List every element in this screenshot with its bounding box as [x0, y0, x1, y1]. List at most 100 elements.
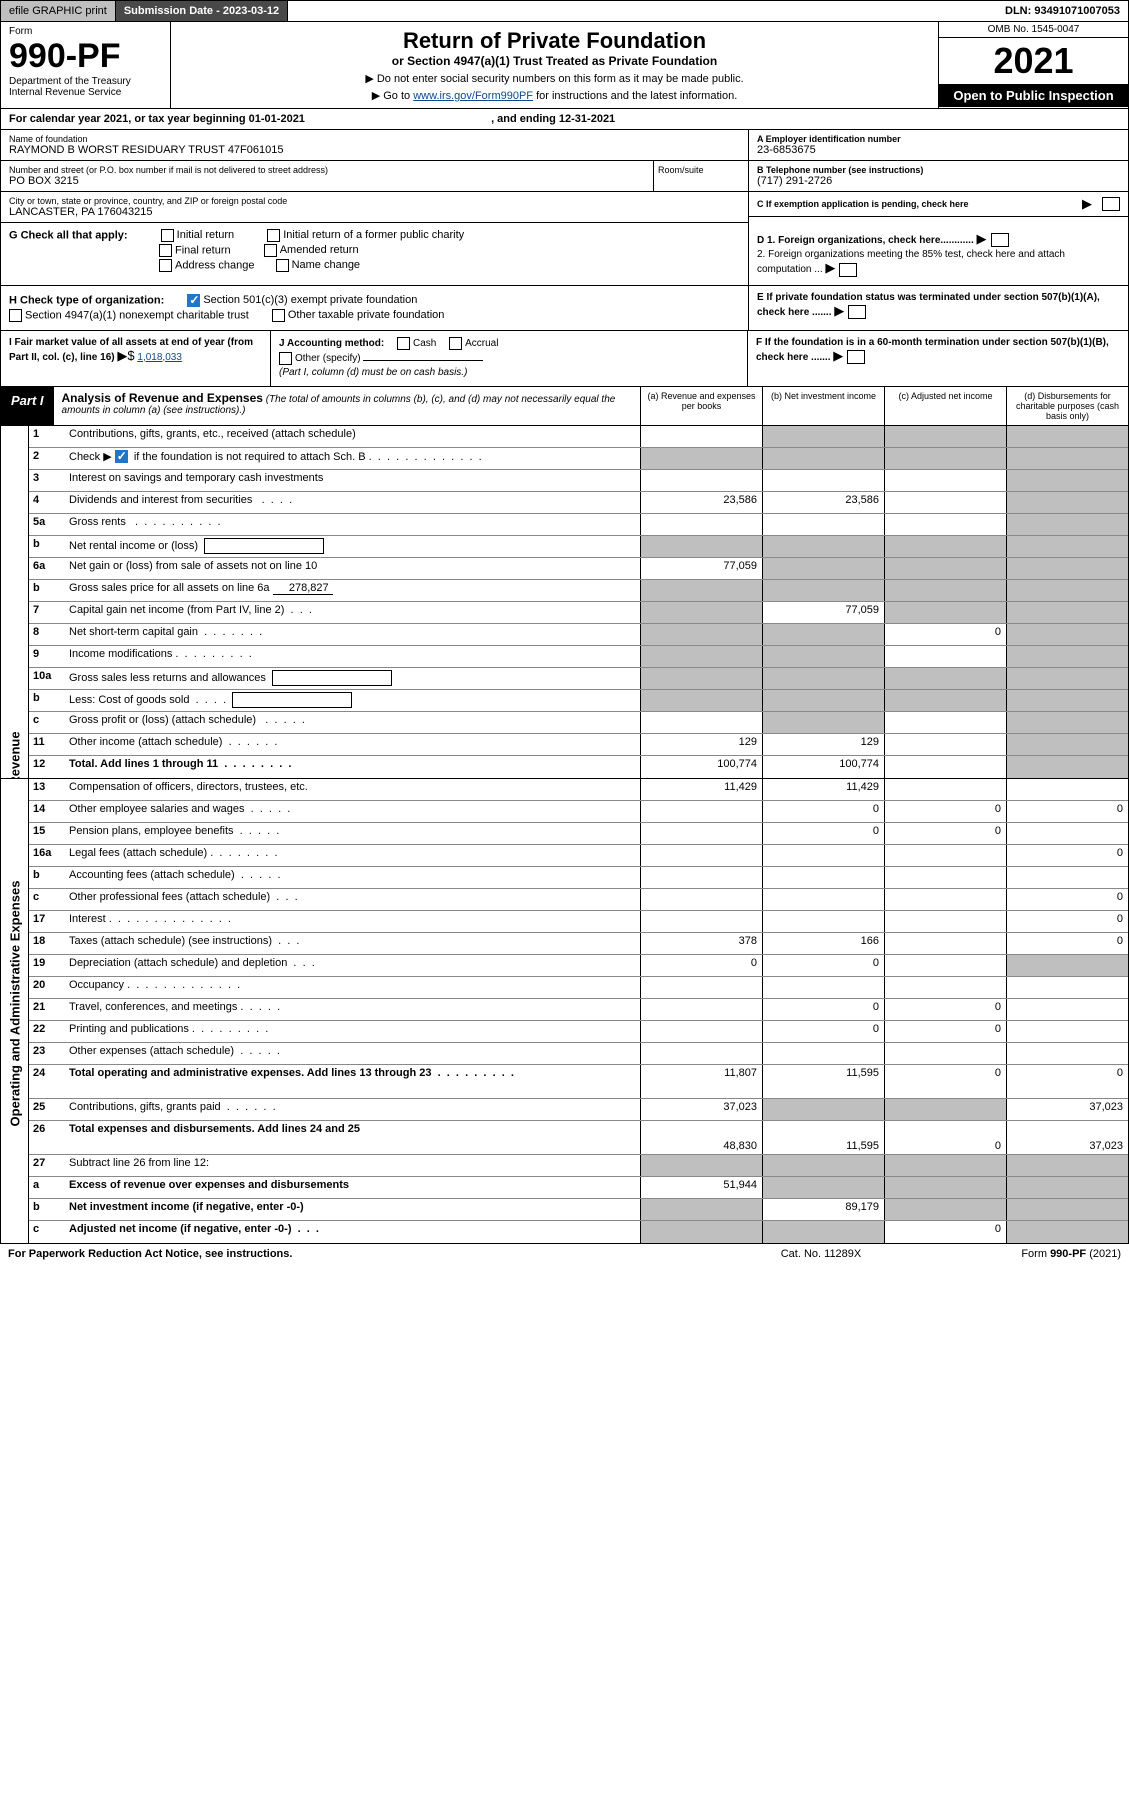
line-3: Interest on savings and temporary cash i… — [65, 470, 640, 491]
address-cell: Number and street (or P.O. box number if… — [1, 161, 748, 192]
e-checkbox[interactable] — [848, 305, 866, 319]
line-13: Compensation of officers, directors, tru… — [65, 779, 640, 800]
line-4: Dividends and interest from securities .… — [65, 492, 640, 513]
f-checkbox[interactable] — [847, 350, 865, 364]
line-5b: Net rental income or (loss) — [65, 536, 640, 557]
form-header: Form 990-PF Department of the Treasury I… — [0, 22, 1129, 109]
line-16a: Legal fees (attach schedule) . . . . . .… — [65, 845, 640, 866]
f-cell: F If the foundation is in a 60-month ter… — [748, 331, 1128, 386]
h-label: H Check type of organization: — [9, 294, 164, 306]
i-cell: I Fair market value of all assets at end… — [1, 331, 271, 386]
name-change-checkbox[interactable] — [276, 259, 289, 272]
line-7: Capital gain net income (from Part IV, l… — [65, 602, 640, 623]
e-row: E If private foundation status was termi… — [748, 286, 1128, 330]
revenue-vlabel: Revenue — [7, 731, 22, 785]
col-a-header: (a) Revenue and expenses per books — [640, 387, 762, 425]
note-1: ▶ Do not enter social security numbers o… — [181, 72, 928, 85]
header-mid: Return of Private Foundation or Section … — [171, 22, 938, 108]
expense-vlabel: Operating and Administrative Expenses — [7, 880, 22, 1126]
line-5a: Gross rents . . . . . . . . . . — [65, 514, 640, 535]
efile-label[interactable]: efile GRAPHIC print — [1, 1, 116, 21]
initial-former-checkbox[interactable] — [267, 229, 280, 242]
line-10b: Less: Cost of goods sold . . . . — [65, 690, 640, 711]
line-26: Total expenses and disbursements. Add li… — [65, 1121, 640, 1154]
line-27b: Net investment income (if negative, ente… — [65, 1199, 640, 1220]
line-21: Travel, conferences, and meetings . . . … — [65, 999, 640, 1020]
line-9: Income modifications . . . . . . . . . — [65, 646, 640, 667]
info-block: Name of foundation RAYMOND B WORST RESID… — [0, 130, 1129, 223]
line-24: Total operating and administrative expen… — [65, 1065, 640, 1098]
form-link[interactable]: www.irs.gov/Form990PF — [413, 90, 533, 102]
header-right: OMB No. 1545-0047 2021 Open to Public In… — [938, 22, 1128, 108]
d1-checkbox[interactable] — [991, 233, 1009, 247]
foundation-name-cell: Name of foundation RAYMOND B WORST RESID… — [1, 130, 748, 161]
line-2: Check ▶ if the foundation is not require… — [65, 448, 640, 469]
501c3-checkbox[interactable] — [187, 294, 200, 307]
amended-return-checkbox[interactable] — [264, 244, 277, 257]
h-e-block: H Check type of organization: Section 50… — [0, 286, 1129, 331]
footer-left: For Paperwork Reduction Act Notice, see … — [8, 1248, 721, 1260]
line-1: Contributions, gifts, grants, etc., rece… — [65, 426, 640, 447]
i-j-f-block: I Fair market value of all assets at end… — [0, 331, 1129, 387]
revenue-section: Revenue 1Contributions, gifts, grants, e… — [0, 426, 1129, 779]
line-16c: Other professional fees (attach schedule… — [65, 889, 640, 910]
other-method-checkbox[interactable] — [279, 352, 292, 365]
department: Department of the Treasury Internal Reve… — [9, 76, 162, 98]
note-2: ▶ Go to www.irs.gov/Form990PF for instru… — [181, 89, 928, 102]
4947a1-checkbox[interactable] — [9, 309, 22, 322]
line-27a: Excess of revenue over expenses and disb… — [65, 1177, 640, 1198]
initial-return-checkbox[interactable] — [161, 229, 174, 242]
line-18: Taxes (attach schedule) (see instruction… — [65, 933, 640, 954]
line-17: Interest . . . . . . . . . . . . . . — [65, 911, 640, 932]
part-1-label: Part I — [1, 387, 54, 425]
form-subtitle: or Section 4947(a)(1) Trust Treated as P… — [181, 54, 928, 68]
line-25: Contributions, gifts, grants paid . . . … — [65, 1099, 640, 1120]
line-23: Other expenses (attach schedule) . . . .… — [65, 1043, 640, 1064]
line-11: Other income (attach schedule) . . . . .… — [65, 734, 640, 755]
phone-cell: B Telephone number (see instructions) (7… — [749, 161, 1128, 192]
room-suite: Room/suite — [653, 161, 748, 191]
exemption-checkbox[interactable] — [1102, 197, 1120, 211]
line-20: Occupancy . . . . . . . . . . . . . — [65, 977, 640, 998]
col-c-header: (c) Adjusted net income — [884, 387, 1006, 425]
accrual-checkbox[interactable] — [449, 337, 462, 350]
col-b-header: (b) Net investment income — [762, 387, 884, 425]
submission-date: Submission Date - 2023-03-12 — [116, 1, 288, 21]
ein-cell: A Employer identification number 23-6853… — [749, 130, 1128, 161]
col-d-header: (d) Disbursements for charitable purpose… — [1006, 387, 1128, 425]
address-change-checkbox[interactable] — [159, 259, 172, 272]
g-d-block: G Check all that apply: Initial return I… — [0, 223, 1129, 286]
footer-right: Form 990-PF (2021) — [921, 1248, 1121, 1260]
line-27: Subtract line 26 from line 12: — [65, 1155, 640, 1176]
d2-checkbox[interactable] — [839, 263, 857, 277]
line-22: Printing and publications . . . . . . . … — [65, 1021, 640, 1042]
expense-section: Operating and Administrative Expenses 13… — [0, 779, 1129, 1244]
form-title: Return of Private Foundation — [181, 28, 928, 54]
final-return-checkbox[interactable] — [159, 244, 172, 257]
schb-checkbox[interactable] — [115, 450, 128, 463]
other-taxable-checkbox[interactable] — [272, 309, 285, 322]
header-left: Form 990-PF Department of the Treasury I… — [1, 22, 171, 108]
line-12: Total. Add lines 1 through 11 . . . . . … — [65, 756, 640, 778]
fmv-value: 1,018,033 — [137, 352, 182, 363]
j-cell: J Accounting method: Cash Accrual Other … — [271, 331, 748, 386]
dln: DLN: 93491071007053 — [997, 1, 1128, 21]
footer-mid: Cat. No. 11289X — [721, 1248, 921, 1260]
city-cell: City or town, state or province, country… — [1, 192, 748, 223]
line-19: Depreciation (attach schedule) and deple… — [65, 955, 640, 976]
open-to-public: Open to Public Inspection — [939, 84, 1128, 107]
g-label: G Check all that apply: — [9, 229, 128, 241]
line-10a: Gross sales less returns and allowances — [65, 668, 640, 689]
cash-checkbox[interactable] — [397, 337, 410, 350]
line-8: Net short-term capital gain . . . . . . … — [65, 624, 640, 645]
page-footer: For Paperwork Reduction Act Notice, see … — [0, 1244, 1129, 1264]
d1-row: D 1. Foreign organizations, check here..… — [757, 231, 1120, 247]
line-16b: Accounting fees (attach schedule) . . . … — [65, 867, 640, 888]
line-6a: Net gain or (loss) from sale of assets n… — [65, 558, 640, 579]
line-14: Other employee salaries and wages . . . … — [65, 801, 640, 822]
line-6b: Gross sales price for all assets on line… — [65, 580, 640, 601]
tax-year: 2021 — [939, 38, 1128, 84]
calendar-year-row: For calendar year 2021, or tax year begi… — [0, 109, 1129, 130]
part-1-header: Part I Analysis of Revenue and Expenses … — [0, 387, 1129, 426]
top-bar: efile GRAPHIC print Submission Date - 20… — [0, 0, 1129, 22]
